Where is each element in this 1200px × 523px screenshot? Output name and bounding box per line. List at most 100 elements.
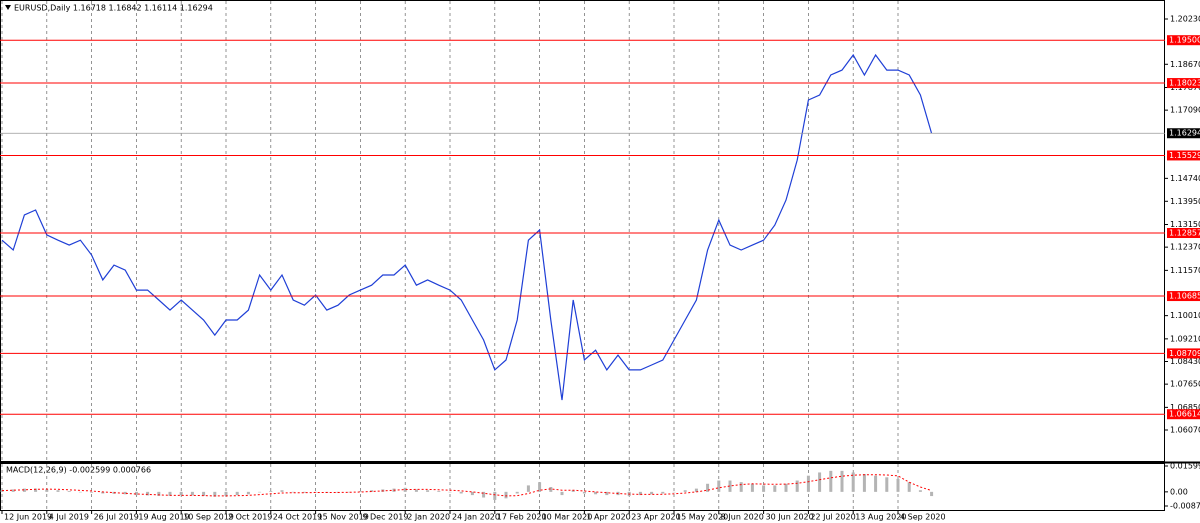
x-tick-label: 26 Jul 2019 xyxy=(94,513,139,522)
macd-bar xyxy=(258,491,262,493)
macd-bar xyxy=(90,491,94,493)
y-tick-label: 1.17090 xyxy=(1170,106,1200,115)
x-tick-label: 30 Jun 2020 xyxy=(766,513,814,522)
x-tick-label: 2 Jan 2020 xyxy=(407,513,450,522)
macd-bar xyxy=(773,485,777,492)
macd-bar xyxy=(840,470,844,492)
macd-bar xyxy=(157,491,161,496)
y-tick-label: 1.06070 xyxy=(1170,426,1200,435)
macd-bar xyxy=(515,491,519,494)
level-label-box xyxy=(1167,78,1200,89)
macd-panel xyxy=(0,463,1165,511)
x-tick-label: 24 Oct 2019 xyxy=(273,513,322,522)
chart-title: EURUSD,Daily 1.16718 1.16842 1.16114 1.1… xyxy=(14,4,213,13)
x-tick-label: 23 Apr 2020 xyxy=(631,513,680,522)
macd-bar xyxy=(795,480,799,492)
macd-bar xyxy=(538,482,542,492)
x-tick-label: 15 Nov 2019 xyxy=(318,513,369,522)
macd-bar xyxy=(784,483,788,492)
macd-bar xyxy=(11,489,15,492)
x-tick-label: 4 Sep 2020 xyxy=(900,513,946,522)
current-price-label: 1.16294 xyxy=(1169,129,1200,138)
level-label-box xyxy=(1167,291,1200,302)
macd-bar xyxy=(605,491,609,496)
x-tick-label: 19 Aug 2019 xyxy=(138,513,189,522)
current-price-box xyxy=(1167,128,1200,139)
y-tick-label: 1.08430 xyxy=(1170,357,1200,366)
macd-bar xyxy=(67,491,71,492)
y-tick-label: 1.20230 xyxy=(1170,15,1200,24)
macd-bar xyxy=(694,488,698,492)
macd-bar xyxy=(851,472,855,492)
macd-bar xyxy=(22,488,26,492)
macd-bar xyxy=(470,491,474,496)
macd-bar xyxy=(403,487,407,492)
menu-icon[interactable] xyxy=(5,5,11,10)
macd-bar xyxy=(661,491,665,494)
y-tick-label: 1.09210 xyxy=(1170,334,1200,343)
level-label: 1.10685 xyxy=(1169,292,1200,301)
macd-bar xyxy=(134,491,138,496)
level-label-box xyxy=(1167,35,1200,46)
level-label-box xyxy=(1167,228,1200,239)
macd-bar xyxy=(291,491,295,493)
y-tick-label: 1.13150 xyxy=(1170,220,1200,229)
macd-bar xyxy=(358,491,362,492)
y-tick-label: 0.015993 xyxy=(1170,462,1200,471)
x-tick-label: 2 Oct 2019 xyxy=(228,513,272,522)
macd-bar xyxy=(414,489,418,492)
macd-bar xyxy=(885,477,889,492)
x-tick-label: 24 Jan 2020 xyxy=(452,513,500,522)
macd-bar xyxy=(45,489,49,492)
macd-bar xyxy=(202,491,206,496)
x-tick-label: 10 Sep 2019 xyxy=(183,513,234,522)
macd-bar xyxy=(762,485,766,492)
macd-bar xyxy=(235,491,239,496)
level-label: 1.15529 xyxy=(1169,151,1200,160)
macd-bar xyxy=(582,491,586,494)
x-tick-label: 9 Dec 2019 xyxy=(362,513,408,522)
macd-bar xyxy=(280,490,284,492)
macd-bar xyxy=(179,491,183,496)
macd-bar xyxy=(123,491,127,495)
macd-bar xyxy=(806,475,810,492)
y-tick-label: 1.07650 xyxy=(1170,380,1200,389)
y-tick-label: 1.14740 xyxy=(1170,174,1200,183)
signal-line xyxy=(1,474,932,497)
x-tick-label: 15 May 2020 xyxy=(676,513,728,522)
macd-bar xyxy=(717,480,721,492)
macd-bar xyxy=(549,487,553,492)
macd-bar xyxy=(818,472,822,492)
macd-bar xyxy=(56,490,60,492)
level-label-box xyxy=(1167,409,1200,420)
macd-bar xyxy=(930,491,934,497)
macd-bar xyxy=(437,491,441,492)
x-tick-label: 10 Mar 2020 xyxy=(542,513,593,522)
y-tick-label: 1.11570 xyxy=(1170,266,1200,275)
macd-bar xyxy=(750,483,754,492)
macd-bar xyxy=(246,491,250,495)
macd-bar xyxy=(571,490,575,492)
x-tick-label: 12 Jun 2019 xyxy=(4,513,52,522)
macd-bar xyxy=(269,491,273,492)
macd-bar xyxy=(34,488,38,492)
macd-bar xyxy=(101,491,105,494)
macd-bar xyxy=(78,491,82,493)
level-label: 1.06614 xyxy=(1169,410,1200,419)
level-label: 1.12857 xyxy=(1169,229,1200,238)
price-line xyxy=(1,53,933,401)
macd-bar xyxy=(146,491,150,496)
macd-bar xyxy=(213,491,217,497)
y-tick-label: 1.13950 xyxy=(1170,197,1200,206)
y-tick-label: 1.10010 xyxy=(1170,311,1200,320)
macd-bar xyxy=(638,491,642,496)
macd-bar xyxy=(896,478,900,492)
y-tick-label: 1.12370 xyxy=(1170,243,1200,252)
macd-bar xyxy=(728,480,732,492)
macd-bar xyxy=(829,470,833,492)
macd-bar xyxy=(683,490,687,492)
price-panel xyxy=(0,0,1165,462)
x-tick-label: 8 Jun 2020 xyxy=(721,513,764,522)
macd-bar xyxy=(672,491,676,493)
